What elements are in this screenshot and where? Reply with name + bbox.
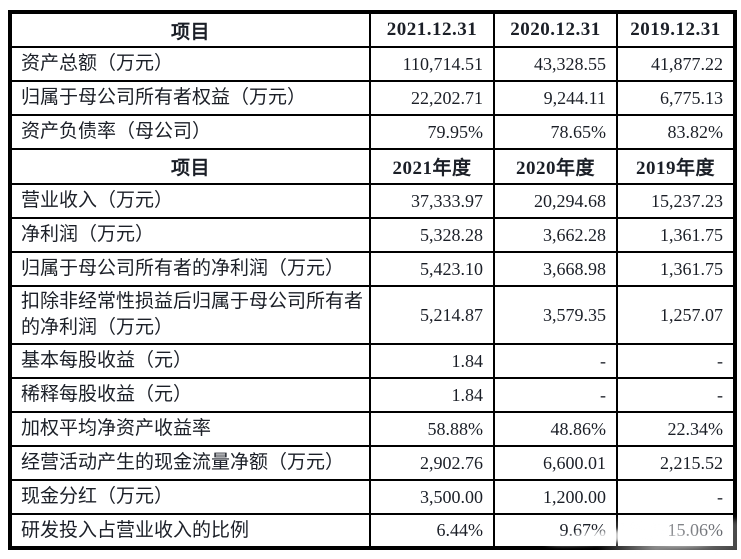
header-period-label: 2021.12.31 — [369, 11, 495, 48]
table-row: 归属于母公司所有者的净利润（万元） 5,423.10 3,668.98 1,361.7… — [9, 251, 736, 287]
value-cell: 1.84 — [369, 377, 495, 413]
table-row: 研发投入占营业收入的比例 6.44% 9.67% 15.06% — [9, 513, 736, 549]
row-label-cell: 资产负债率（母公司） — [9, 114, 371, 150]
value-cell: 9,244.11 — [493, 80, 618, 116]
header-period-label: 2019.12.31 — [616, 11, 736, 48]
value-cell: 48.86% — [493, 411, 618, 447]
table-row: 扣除非经常性损益后归属于母公司所有者的净利润（万元） 5,214.87 3,579.… — [9, 285, 736, 345]
value-cell: 5,423.10 — [369, 251, 495, 287]
value-cell: - — [493, 377, 618, 413]
value-cell: 110,714.51 — [369, 46, 495, 82]
row-label-cell: 现金分红（万元） — [9, 479, 371, 515]
financial-summary-table: 项目 2021.12.31 2020.12.31 2019.12.31 资产总额（万元）… — [8, 10, 737, 550]
value-cell: 15,237.23 — [616, 183, 736, 219]
value-cell: 20,294.68 — [493, 183, 618, 219]
value-cell: 6.44% — [369, 513, 495, 549]
row-label-cell: 扣除非经常性损益后归属于母公司所有者的净利润（万元） — [9, 285, 371, 345]
value-cell: 22.34% — [616, 411, 736, 447]
header-period-label: 2021年度 — [369, 148, 495, 185]
row-label-cell: 基本每股收益（元） — [9, 343, 371, 379]
row-label-cell: 归属于母公司所有者的净利润（万元） — [9, 251, 371, 287]
value-cell: 5,328.28 — [369, 217, 495, 253]
value-cell: 79.95% — [369, 114, 495, 150]
row-label-cell: 资产总额（万元） — [9, 46, 371, 82]
table-row: 基本每股收益（元） 1.84- - — [9, 343, 736, 379]
value-cell: 1,361.75 — [616, 217, 736, 253]
table-row: 资产总额（万元） 110,714.51 43,328.55 41,877.22 — [9, 46, 736, 82]
value-cell: 37,333.97 — [369, 183, 495, 219]
table-row: 归属于母公司所有者权益（万元） 22,202.71 9,244.11 6,775.13 — [9, 80, 736, 116]
table-header-row: 项目 2021.12.31 2020.12.31 2019.12.31 — [9, 11, 736, 48]
value-cell: 2,215.52 — [616, 445, 736, 481]
value-cell: 15.06% — [616, 513, 736, 549]
table-row: 资产负债率（母公司） 79.95% 78.65% 83.82% — [9, 114, 736, 150]
row-label-cell: 研发投入占营业收入的比例 — [9, 513, 371, 549]
value-cell: 3,579.35 — [493, 285, 618, 345]
table-row: 加权平均净资产收益率 58.88% 48.86% 22.34% — [9, 411, 736, 447]
row-label-cell: 净利润（万元） — [9, 217, 371, 253]
value-cell: 58.88% — [369, 411, 495, 447]
value-cell: 1.84 — [369, 343, 495, 379]
financial-summary-table-body: 项目 2021.12.31 2020.12.31 2019.12.31 资产总额（万元）… — [9, 11, 736, 549]
row-label-cell: 加权平均净资产收益率 — [9, 411, 371, 447]
value-cell: 5,214.87 — [369, 285, 495, 345]
header-item-label: 项目 — [9, 148, 371, 185]
value-cell: - — [493, 343, 618, 379]
table-row: 净利润（万元） 5,328.28 3,662.28 1,361.75 — [9, 217, 736, 253]
header-period-label: 2020年度 — [493, 148, 618, 185]
value-cell: 6,600.01 — [493, 445, 618, 481]
value-cell: 3,662.28 — [493, 217, 618, 253]
value-cell: 1,257.07 — [616, 285, 736, 345]
value-cell: 3,668.98 — [493, 251, 618, 287]
row-label-cell: 归属于母公司所有者权益（万元） — [9, 80, 371, 116]
value-cell: 22,202.71 — [369, 80, 495, 116]
value-cell: 43,328.55 — [493, 46, 618, 82]
value-cell: 1,200.00 — [493, 479, 618, 515]
value-cell: 41,877.22 — [616, 46, 736, 82]
value-cell: - — [616, 377, 736, 413]
value-cell: 78.65% — [493, 114, 618, 150]
value-cell: 9.67% — [493, 513, 618, 549]
table-row: 经营活动产生的现金流量净额（万元） 2,902.76 6,600.01 2,215.5… — [9, 445, 736, 481]
table-row: 营业收入（万元） 37,333.97 20,294.68 15,237.23 — [9, 183, 736, 219]
value-cell: 3,500.00 — [369, 479, 495, 515]
value-cell: 6,775.13 — [616, 80, 736, 116]
row-label-cell: 稀释每股收益（元） — [9, 377, 371, 413]
value-cell: - — [616, 343, 736, 379]
table-row: 稀释每股收益（元） 1.84- - — [9, 377, 736, 413]
value-cell: 83.82% — [616, 114, 736, 150]
value-cell: 2,902.76 — [369, 445, 495, 481]
header-period-label: 2019年度 — [616, 148, 736, 185]
table-row: 现金分红（万元） 3,500.00 1,200.00- — [9, 479, 736, 515]
header-item-label: 项目 — [9, 11, 371, 48]
table-header-row: 项目 2021年度 2020年度 2019年度 — [9, 148, 736, 185]
row-label-cell: 经营活动产生的现金流量净额（万元） — [9, 445, 371, 481]
row-label-cell: 营业收入（万元） — [9, 183, 371, 219]
value-cell: - — [616, 479, 736, 515]
value-cell: 1,361.75 — [616, 251, 736, 287]
header-period-label: 2020.12.31 — [493, 11, 618, 48]
